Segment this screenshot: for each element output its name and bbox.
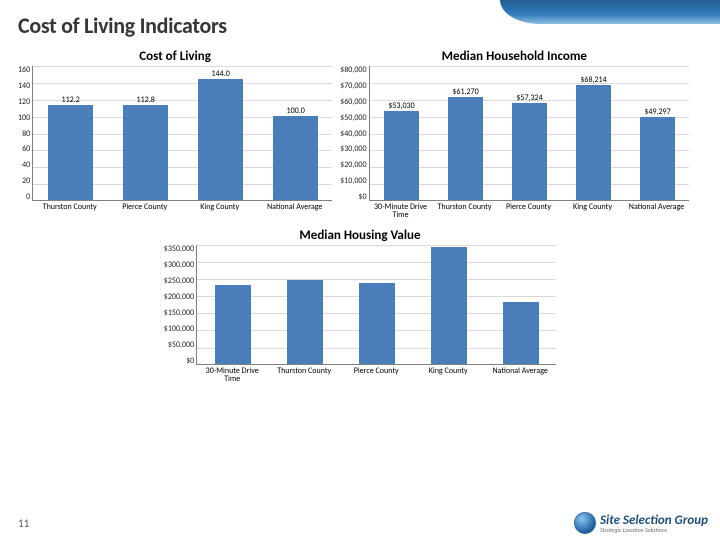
slide: Cost of Living Indicators Cost of Living…	[0, 0, 720, 540]
chart1-plot: 112.2 112.8 144.0 100.0	[32, 66, 332, 201]
bar	[384, 111, 419, 200]
cost-of-living-chart: Cost of Living 160 140 120 100 80 60 40 20 0 112…	[18, 49, 332, 220]
bar	[503, 302, 539, 364]
y-tick-label: $50,000	[340, 114, 366, 122]
bar-value-label: $68,214	[580, 75, 606, 85]
y-tick-label: 60	[22, 145, 30, 153]
y-tick-label: $80,000	[340, 66, 366, 74]
y-tick-label: $50,000	[168, 341, 194, 349]
y-tick-label: $150,000	[164, 309, 194, 317]
y-tick-label: $300,000	[164, 261, 194, 269]
bar	[576, 85, 611, 200]
grid-line	[197, 279, 556, 280]
x-category-label: King County	[412, 365, 484, 384]
y-tick-label: 160	[18, 66, 30, 74]
x-category-label: Pierce County	[497, 201, 561, 220]
logo-text-wrap: Site Selection Group Strategic Location …	[600, 514, 708, 533]
chart3-body: $350,000 $300,000 $250,000 $200,000 $150,000…	[164, 245, 556, 384]
grid-line	[197, 245, 556, 246]
bar-value-label: 112.8	[137, 95, 155, 105]
y-tick-label: $70,000	[340, 82, 366, 90]
bar	[287, 280, 323, 364]
x-category-label: King County	[182, 201, 257, 211]
bar	[123, 105, 168, 200]
chart1-y-axis: 160 140 120 100 80 60 40 20 0	[18, 66, 32, 201]
bar	[448, 97, 483, 200]
bar	[273, 116, 318, 200]
logo-text-main: Site Selection Group	[600, 514, 708, 527]
header-accent	[500, 0, 720, 24]
grid-line	[33, 66, 332, 67]
y-tick-label: $10,000	[340, 177, 366, 185]
bar-value-label: 144.0	[212, 69, 230, 79]
y-tick-label: 100	[18, 114, 30, 122]
y-tick-label: 20	[22, 177, 30, 185]
grid-line	[33, 83, 332, 84]
bar	[215, 285, 251, 364]
x-category-label: Pierce County	[340, 365, 412, 384]
chart1-body: 160 140 120 100 80 60 40 20 0 112.2 112.8 144.0 100…	[18, 66, 332, 211]
y-tick-label: 120	[18, 98, 30, 106]
chart2-y-axis: $80,000 $70,000 $60,000 $50,000 $40,000 $30,0…	[340, 66, 368, 201]
grid-line	[370, 66, 689, 67]
x-category-label: National Average	[257, 201, 332, 211]
chart3-x-labels: 30-Minute Drive TimeThurston CountyPierc…	[196, 365, 556, 384]
chart1-x-labels: Thurston CountyPierce CountyKing CountyN…	[32, 201, 332, 211]
page-number: 11	[18, 517, 29, 530]
y-tick-label: $60,000	[340, 98, 366, 106]
median-income-chart: Median Household Income $80,000 $70,000 $6…	[340, 49, 688, 220]
x-category-label: Thurston County	[268, 365, 340, 384]
chart2-body: $80,000 $70,000 $60,000 $50,000 $40,000 $30,0…	[340, 66, 688, 220]
bar	[198, 79, 243, 201]
median-housing-chart: Median Housing Value $350,000 $300,000 $25…	[18, 228, 702, 384]
y-tick-label: $0	[358, 193, 366, 201]
chart3-title: Median Housing Value	[299, 228, 420, 243]
bar-value-label: $57,324	[516, 93, 542, 103]
x-category-label: Thurston County	[32, 201, 107, 211]
bar	[359, 283, 395, 364]
x-category-label: King County	[561, 201, 625, 220]
y-tick-label: $30,000	[340, 145, 366, 153]
y-tick-label: $100,000	[164, 325, 194, 333]
chart3-plot	[196, 245, 556, 365]
chart2-x-labels: 30-Minute Drive TimeThurston CountyPierc…	[369, 201, 689, 220]
y-tick-label: $0	[186, 357, 194, 365]
bar	[512, 103, 547, 200]
chart3-y-axis: $350,000 $300,000 $250,000 $200,000 $150,000…	[164, 245, 196, 365]
chart2-title: Median Household Income	[442, 49, 587, 64]
bar	[48, 105, 93, 200]
y-tick-label: 140	[18, 82, 30, 90]
bar-value-label: $49,297	[644, 107, 670, 117]
bar-value-label: 112.2	[62, 95, 80, 105]
y-tick-label: 80	[22, 130, 30, 138]
x-category-label: Thurston County	[433, 201, 497, 220]
chart1-title: Cost of Living	[139, 49, 211, 64]
y-tick-label: $20,000	[340, 161, 366, 169]
grid-line	[370, 83, 689, 84]
x-category-label: National Average	[484, 365, 556, 384]
grid-line	[197, 262, 556, 263]
y-tick-label: $200,000	[164, 293, 194, 301]
top-charts-row: Cost of Living 160 140 120 100 80 60 40 20 0 112…	[18, 49, 702, 220]
x-category-label: 30-Minute Drive Time	[369, 201, 433, 220]
x-category-label: 30-Minute Drive Time	[196, 365, 268, 384]
bar-value-label: $61,270	[452, 87, 478, 97]
logo: Site Selection Group Strategic Location …	[574, 512, 708, 534]
y-tick-label: 40	[22, 161, 30, 169]
bar-value-label: $53,030	[388, 101, 414, 111]
y-tick-label: $40,000	[340, 130, 366, 138]
footer: 11 Site Selection Group Strategic Locati…	[18, 512, 708, 534]
bar	[640, 117, 675, 200]
globe-icon	[574, 512, 596, 534]
y-tick-label: 0	[26, 193, 30, 201]
bar	[431, 247, 467, 364]
x-category-label: Pierce County	[107, 201, 182, 211]
y-tick-label: $250,000	[164, 277, 194, 285]
chart2-plot: $53,030 $61,270 $57,324 $68,214 $49,297	[369, 66, 689, 201]
x-category-label: National Average	[625, 201, 689, 220]
bar-value-label: 100.0	[287, 106, 305, 116]
y-tick-label: $350,000	[164, 245, 194, 253]
